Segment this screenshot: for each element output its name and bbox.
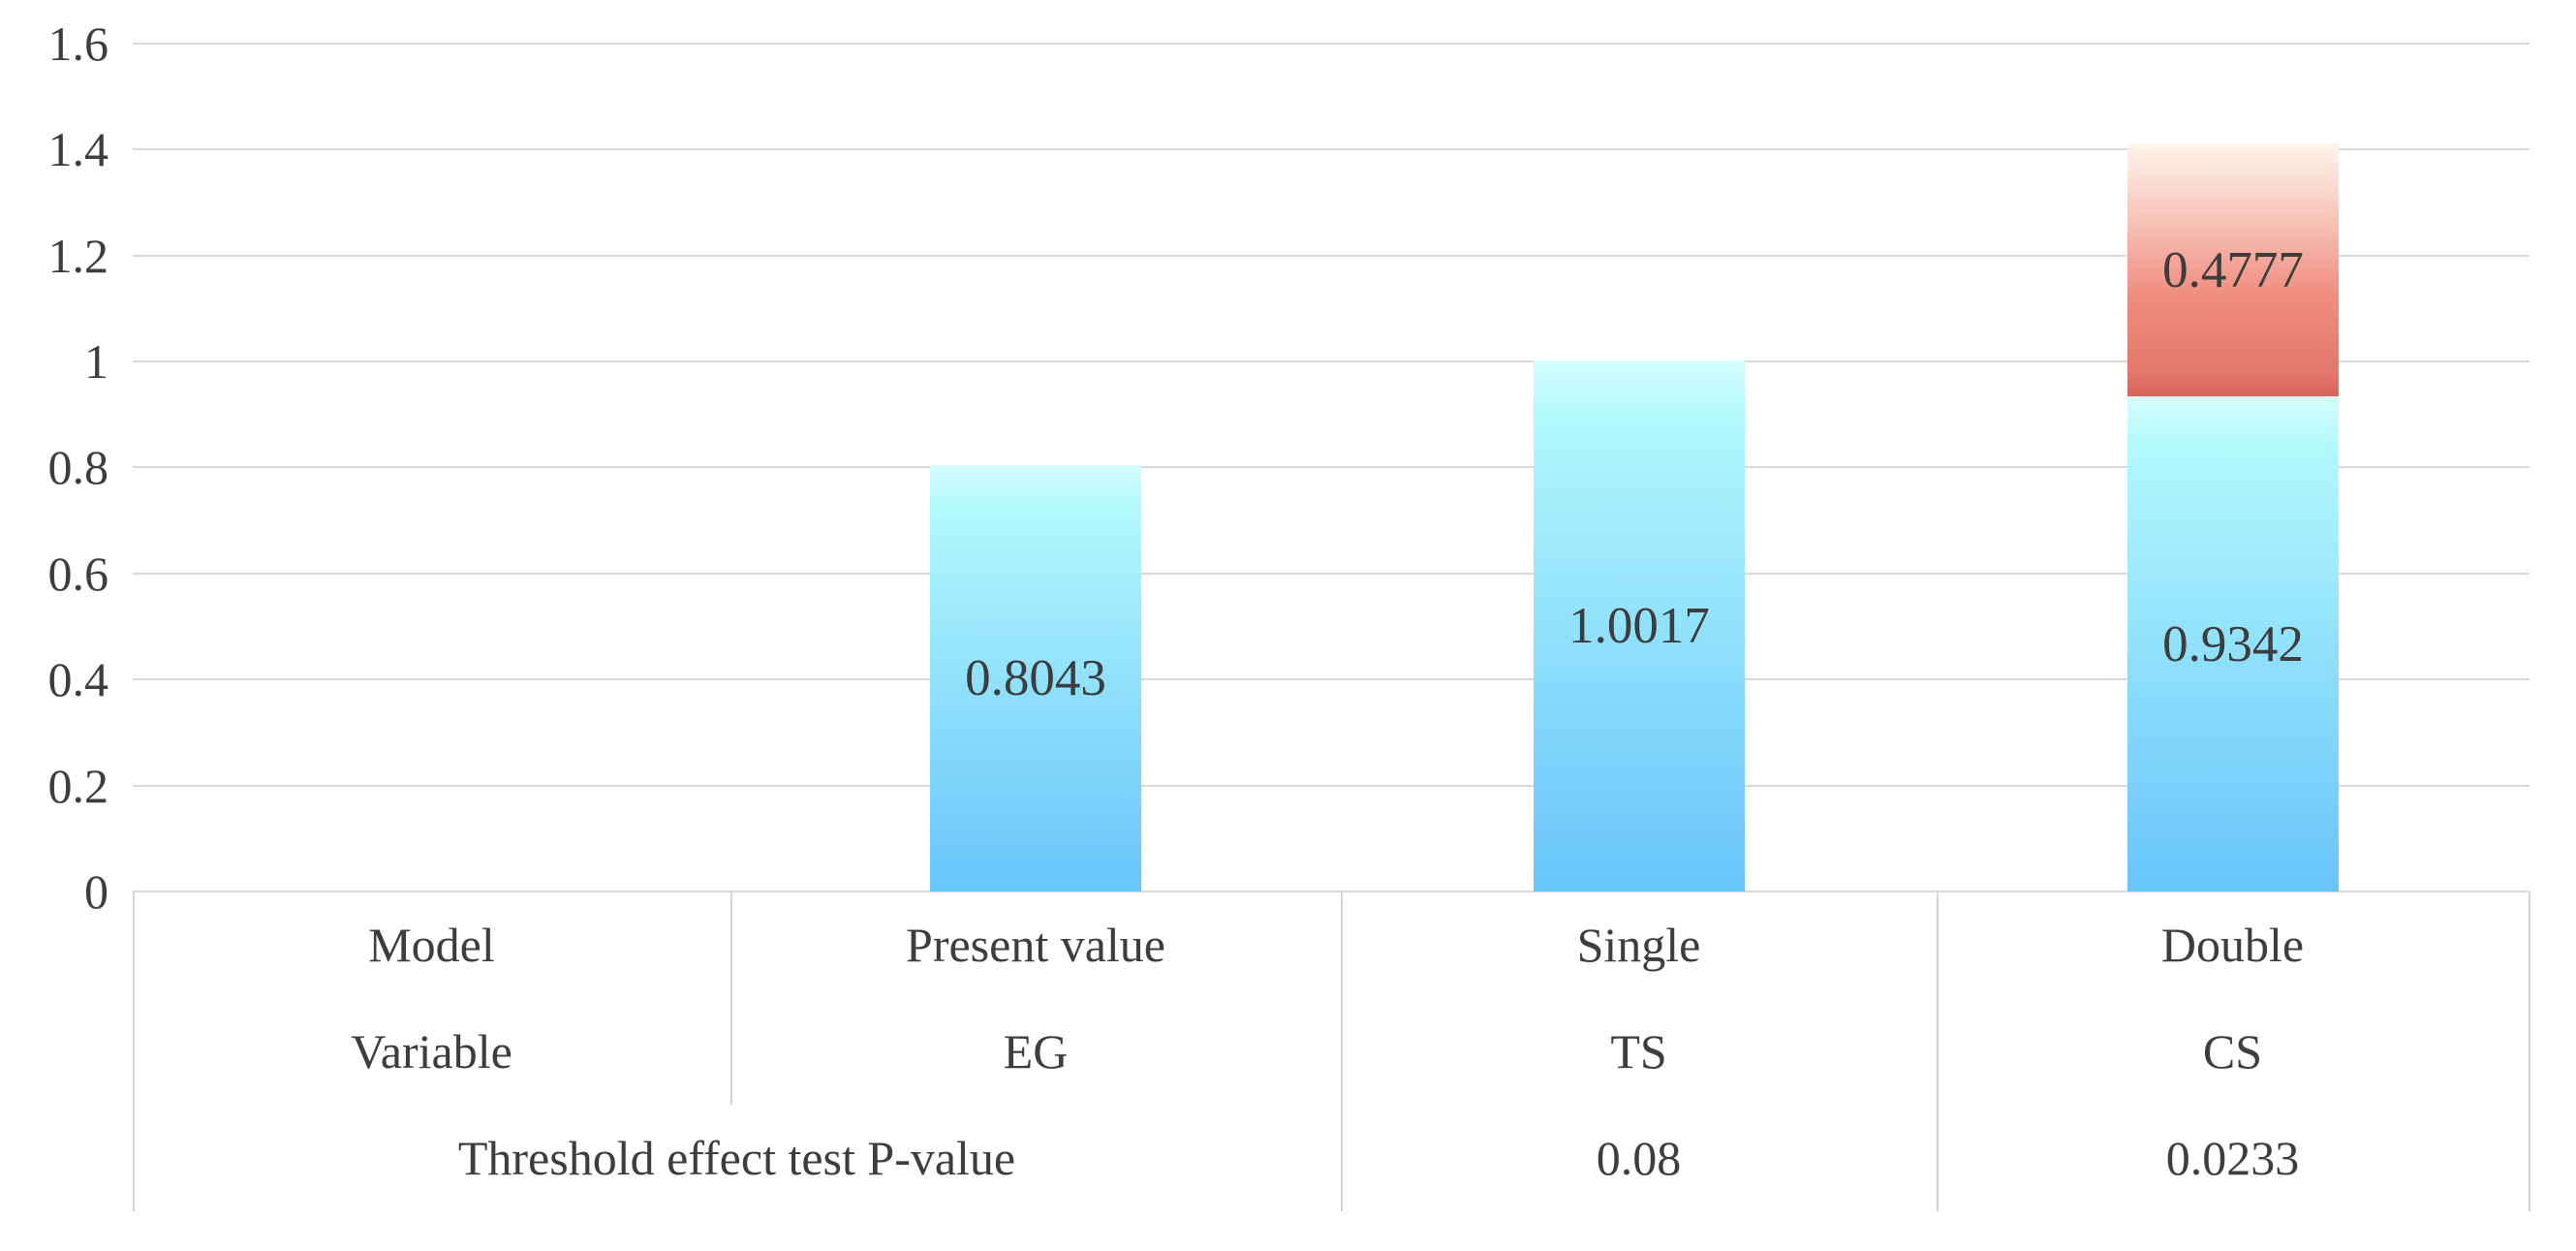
table-cell: CS: [2202, 1024, 2263, 1079]
y-axis-tick-label: 0.4: [47, 652, 109, 707]
table-vertical-border: [2529, 891, 2530, 1211]
table-vertical-border: [730, 891, 732, 1105]
y-axis-tick-label: 0.6: [47, 546, 109, 601]
table-cell: Variable: [351, 1024, 512, 1079]
table-cell: Double: [2160, 918, 2305, 972]
gridline: [133, 891, 2529, 892]
gridline: [133, 148, 2529, 151]
gridline: [133, 678, 2529, 681]
table-cell: Threshold effect test P-value: [457, 1131, 1016, 1185]
table-cell: 0.08: [1596, 1131, 1682, 1185]
table-cell: TS: [1610, 1024, 1667, 1079]
y-axis-tick-label: 0.8: [47, 440, 109, 495]
bar-segment-red: [2127, 143, 2339, 396]
table-cell: Present value: [906, 918, 1165, 972]
table-cell: Model: [368, 918, 495, 972]
bar-segment-blue: [2127, 396, 2339, 891]
bar-value-label: 0.4777: [2162, 241, 2304, 298]
table-vertical-border: [1937, 891, 1939, 1211]
y-axis-tick-label: 1.2: [47, 228, 109, 283]
table-cell: Single: [1576, 918, 1701, 972]
gridline: [133, 784, 2529, 787]
gridline: [133, 466, 2529, 469]
gridline: [133, 42, 2529, 45]
bar-value-label: 1.0017: [1568, 598, 1710, 654]
y-axis-tick-label: 1: [84, 334, 109, 389]
bar-value-label: 0.9342: [2162, 615, 2304, 672]
bar-segment-blue: [930, 465, 1141, 891]
table-cell: EG: [1003, 1024, 1069, 1079]
table-cell: 0.0233: [2165, 1131, 2300, 1185]
gridline: [133, 254, 2529, 257]
y-axis-tick-label: 1.6: [47, 16, 109, 71]
bar-segment-blue: [1534, 360, 1745, 891]
table-vertical-border: [133, 891, 135, 1211]
y-axis-tick-label: 0: [84, 864, 109, 919]
y-axis-tick-label: 1.4: [47, 122, 109, 177]
gridline: [133, 360, 2529, 362]
table-vertical-border: [1341, 891, 1343, 1211]
y-axis-tick-label: 0.2: [47, 758, 109, 813]
gridline: [133, 572, 2529, 575]
bar-value-label: 0.8043: [965, 650, 1106, 706]
